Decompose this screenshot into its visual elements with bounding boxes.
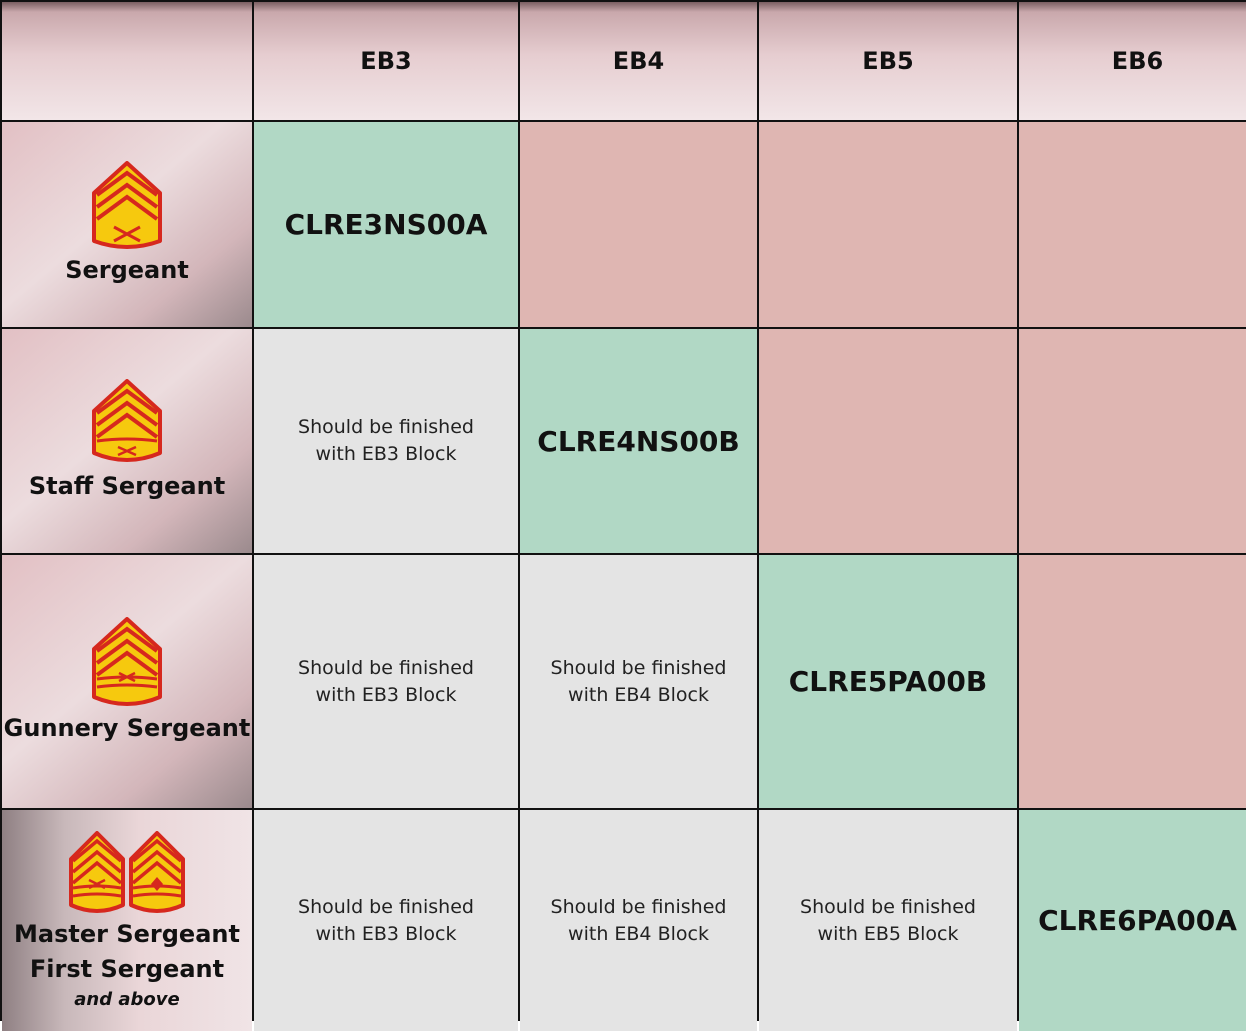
cell-r3-eb3: Should be finished with EB3 Block [254,555,518,808]
col-header-eb4: EB4 [520,2,757,120]
completion-note: Should be finished with EB4 Block [550,895,727,945]
staff-sergeant-chevron-icon [92,378,162,469]
sergeant-chevron-icon [92,161,162,253]
course-code: CLRE4NS00B [537,424,740,458]
cell-r4-eb6: CLRE6PA00A [1019,810,1246,1031]
cell-r4-eb3: Should be finished with EB3 Block [254,810,518,1031]
completion-note: Should be finished with EB5 Block [800,895,976,945]
completion-note: Should be finished with EB3 Block [298,416,474,465]
corner-header [2,2,252,120]
cell-r1-eb4 [520,122,757,327]
rank-sergeant: Sergeant [2,122,252,327]
course-code: CLRE3NS00A [284,208,488,241]
rank-staff-sergeant: Staff Sergeant [2,329,252,553]
col-header-eb5: EB5 [759,2,1017,120]
cell-r1-eb5 [759,122,1017,327]
cell-r2-eb4: CLRE4NS00B [520,329,757,553]
rank-sublabel: and above [74,989,180,1010]
col-header-eb3: EB3 [254,2,518,120]
cell-r4-eb4: Should be finished with EB4 Block [520,810,757,1031]
rank-label-line2: First Sergeant [29,955,225,983]
cell-r3-eb6 [1019,555,1246,808]
rank-insignia-pair [69,831,185,917]
col-header-eb6: EB6 [1019,2,1246,120]
course-code: CLRE6PA00A [1038,904,1237,937]
cell-r3-eb4: Should be finished with EB4 Block [520,555,757,808]
cell-r3-eb5: CLRE5PA00B [759,555,1017,808]
cell-r2-eb6 [1019,329,1246,553]
gunnery-sergeant-chevron-icon [92,617,162,711]
master-sergeant-chevron-icon [69,831,125,917]
course-code: CLRE5PA00B [788,665,988,698]
rank-label: Gunnery Sergeant [3,714,251,742]
cell-r1-eb3: CLRE3NS00A [254,122,518,327]
cell-r4-eb5: Should be finished with EB5 Block [759,810,1017,1031]
cell-r2-eb5 [759,329,1017,553]
rank-label: Staff Sergeant [28,471,226,500]
rank-label-line1: Master Sergeant [14,920,240,948]
cell-r1-eb6 [1019,122,1246,327]
cell-r2-eb3: Should be finished with EB3 Block [254,329,518,553]
completion-note: Should be finished with EB4 Block [550,656,727,706]
completion-note: Should be finished with EB3 Block [298,895,474,945]
rank-gunnery-sergeant: Gunnery Sergeant [2,555,252,808]
rank-master-first-sergeant: Master Sergeant First Sergeant and above [2,810,252,1031]
completion-note: Should be finished with EB3 Block [298,656,474,706]
first-sergeant-chevron-icon [129,831,185,917]
rank-label: Sergeant [65,256,189,284]
